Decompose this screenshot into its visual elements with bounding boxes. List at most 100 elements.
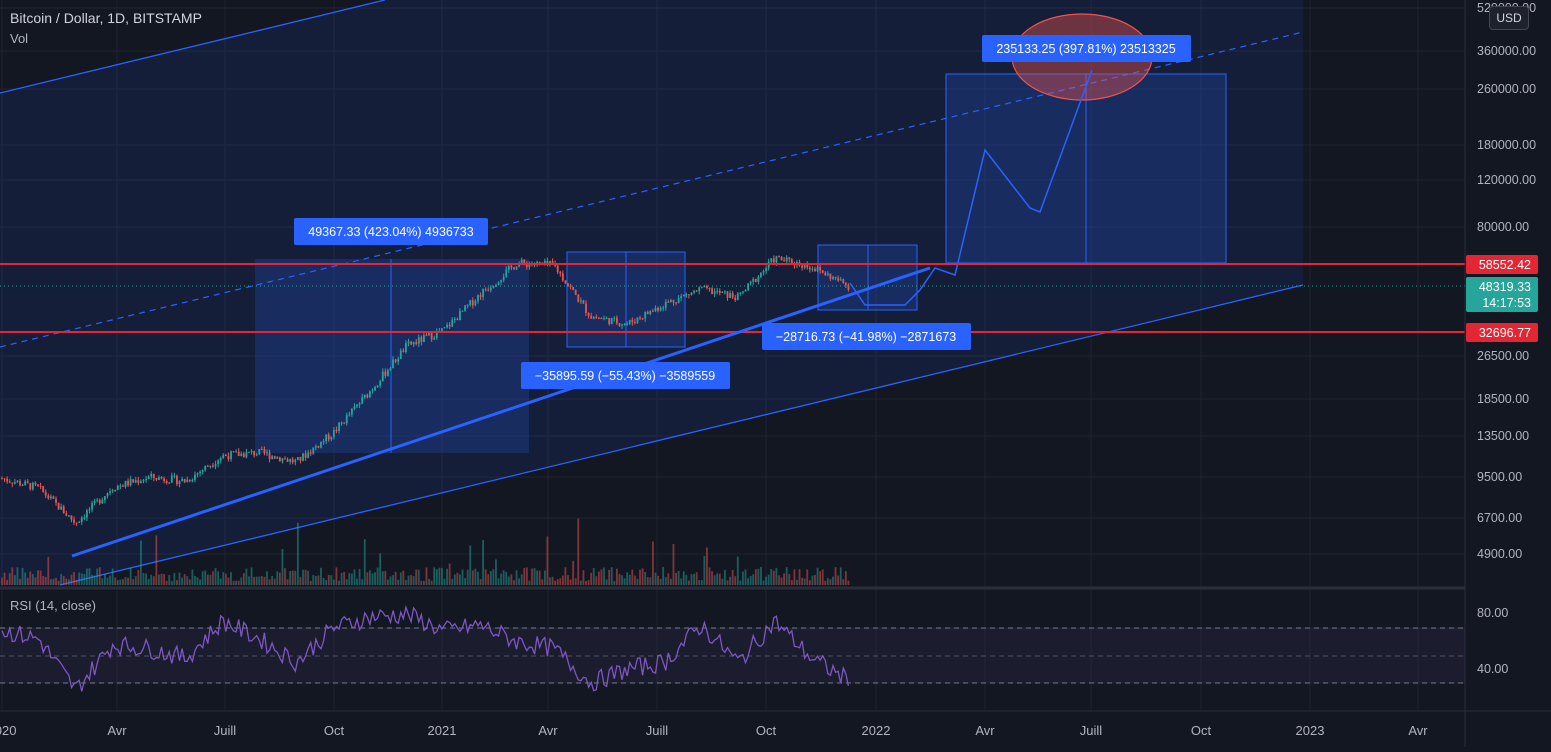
time-tick: 2023 — [1296, 723, 1325, 738]
volume-bar — [428, 578, 430, 585]
svg-text:58552.42: 58552.42 — [1479, 258, 1531, 272]
time-axis[interactable]: 2020 Avr Juill Oct 2021 Avr Juill Oct 2022 Avr Jui… — [0, 723, 1428, 738]
volume-bar — [700, 580, 703, 585]
volume-bar — [538, 570, 541, 585]
volume-bar — [569, 579, 572, 585]
trendline[interactable] — [71, 266, 931, 558]
volume-bar — [780, 577, 783, 585]
measure-label-4[interactable]: 235133.25 (397.81%) 23513325 — [982, 35, 1191, 62]
volume-bar — [150, 574, 153, 585]
candle-body — [399, 350, 402, 360]
volume-bar — [387, 579, 389, 585]
volume-bar — [299, 577, 302, 585]
candle-body — [834, 276, 837, 278]
candle-body — [276, 457, 279, 459]
candle-body — [397, 359, 400, 362]
measure-label-2[interactable]: −35895.59 (−55.43%) −3589559 — [521, 362, 730, 389]
volume-bar — [464, 578, 466, 585]
candle-body — [420, 337, 423, 342]
volume-bar — [767, 574, 770, 585]
volume-bar — [1, 577, 3, 585]
volume-bar — [21, 568, 24, 585]
candle-body — [729, 293, 731, 299]
candle-body — [502, 276, 505, 281]
candle-body — [21, 485, 24, 487]
volume-bar — [790, 580, 793, 585]
volume-bar — [11, 567, 14, 585]
price-axis[interactable]: 520000.00360000.00260000.00180000.001200… — [1477, 1, 1536, 561]
candle-body — [268, 452, 271, 459]
candle-body — [381, 371, 384, 382]
volume-bar — [459, 574, 461, 585]
candle-body — [235, 451, 238, 453]
volume-bar — [456, 572, 459, 585]
candle-body — [34, 482, 37, 485]
volume-bar — [446, 568, 448, 585]
candle-body — [219, 457, 222, 461]
candle-body — [168, 482, 171, 484]
candle-body — [75, 522, 78, 524]
candle-body — [760, 272, 762, 277]
candle-body — [600, 318, 603, 320]
candle-body — [62, 506, 65, 514]
measure-label-1[interactable]: 49367.33 (423.04%) 4936733 — [294, 218, 488, 245]
time-tick: Avr — [538, 723, 558, 738]
volume-bar — [348, 573, 351, 585]
candle-body — [646, 311, 649, 314]
candle-body — [695, 290, 698, 292]
candle-body — [641, 318, 644, 320]
candle-body — [245, 452, 248, 458]
volume-bar — [191, 569, 194, 585]
volume-bar — [595, 576, 598, 585]
volume-bar — [621, 575, 623, 585]
volume-bar — [744, 569, 747, 585]
candle-body — [688, 294, 690, 296]
currency-button[interactable]: USD — [1489, 6, 1529, 30]
candle-body — [222, 455, 225, 458]
candle-body — [55, 498, 57, 503]
candle-body — [250, 451, 253, 453]
volume-bar — [209, 574, 212, 585]
volume-bar — [258, 576, 261, 585]
volume-bar — [772, 570, 775, 585]
volume-bar — [340, 573, 343, 585]
volume-label[interactable]: Vol — [10, 31, 29, 46]
candle-body — [708, 287, 711, 289]
candle-body — [91, 503, 93, 510]
candle-body — [577, 294, 580, 302]
volume-bar — [582, 570, 585, 585]
measure-label-3[interactable]: −28716.73 (−41.98%) −2871673 — [762, 323, 971, 350]
candle-body — [13, 482, 16, 484]
candle-body — [446, 324, 448, 328]
candle-body — [652, 310, 654, 312]
candle-body — [134, 480, 137, 483]
rsi-label[interactable]: RSI (14, close) — [10, 598, 96, 613]
volume-bar — [217, 571, 220, 585]
candle-body — [24, 481, 27, 486]
price-tick: 26500.00 — [1477, 349, 1529, 363]
volume-bar — [201, 571, 204, 585]
candle-body — [302, 453, 304, 461]
volume-bar — [814, 575, 816, 585]
symbol-title[interactable]: Bitcoin / Dollar, 1D, BITSTAMP — [10, 10, 202, 26]
candle-body — [88, 509, 91, 511]
candle-body — [590, 315, 593, 319]
candle-body — [464, 305, 466, 311]
svg-text:−35895.59 (−55.43%) −3589559: −35895.59 (−55.43%) −3589559 — [535, 369, 715, 383]
candle-body — [610, 318, 613, 325]
volume-bar — [327, 574, 330, 585]
volume-bar — [816, 567, 819, 585]
candle-body — [294, 459, 297, 463]
candle-body — [266, 452, 268, 454]
volume-bar — [677, 570, 680, 585]
candle-body — [744, 289, 747, 292]
volume-bar — [690, 574, 693, 585]
volume-bar — [502, 570, 505, 585]
candle-body — [513, 267, 515, 270]
volume-bar — [281, 549, 284, 585]
candle-body — [320, 441, 322, 448]
channel-lower-line — [59, 284, 1304, 586]
candle-body — [227, 455, 230, 460]
